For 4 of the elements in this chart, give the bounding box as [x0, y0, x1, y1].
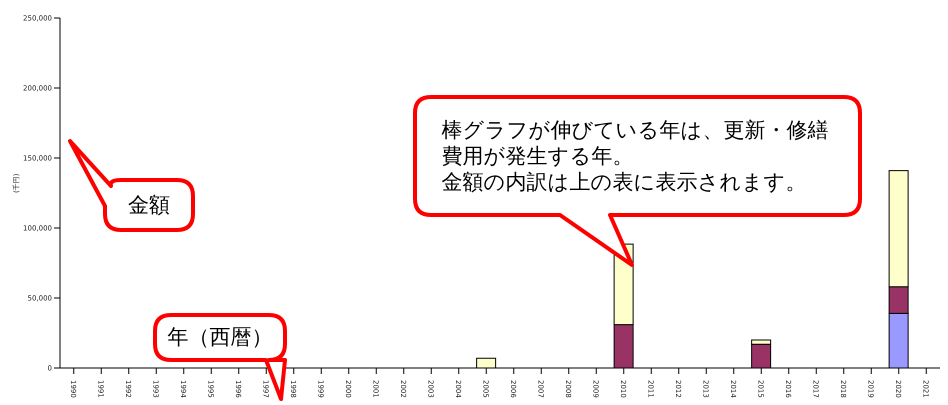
annotation: 年（西暦）	[168, 324, 272, 351]
annotation: 棒グラフが伸びている年は、更新・修繕費用が発生する年。	[442, 116, 830, 170]
annotation: 金額の内訳は上の表に表示されます。	[442, 169, 808, 196]
annotation: 金額	[128, 192, 170, 218]
